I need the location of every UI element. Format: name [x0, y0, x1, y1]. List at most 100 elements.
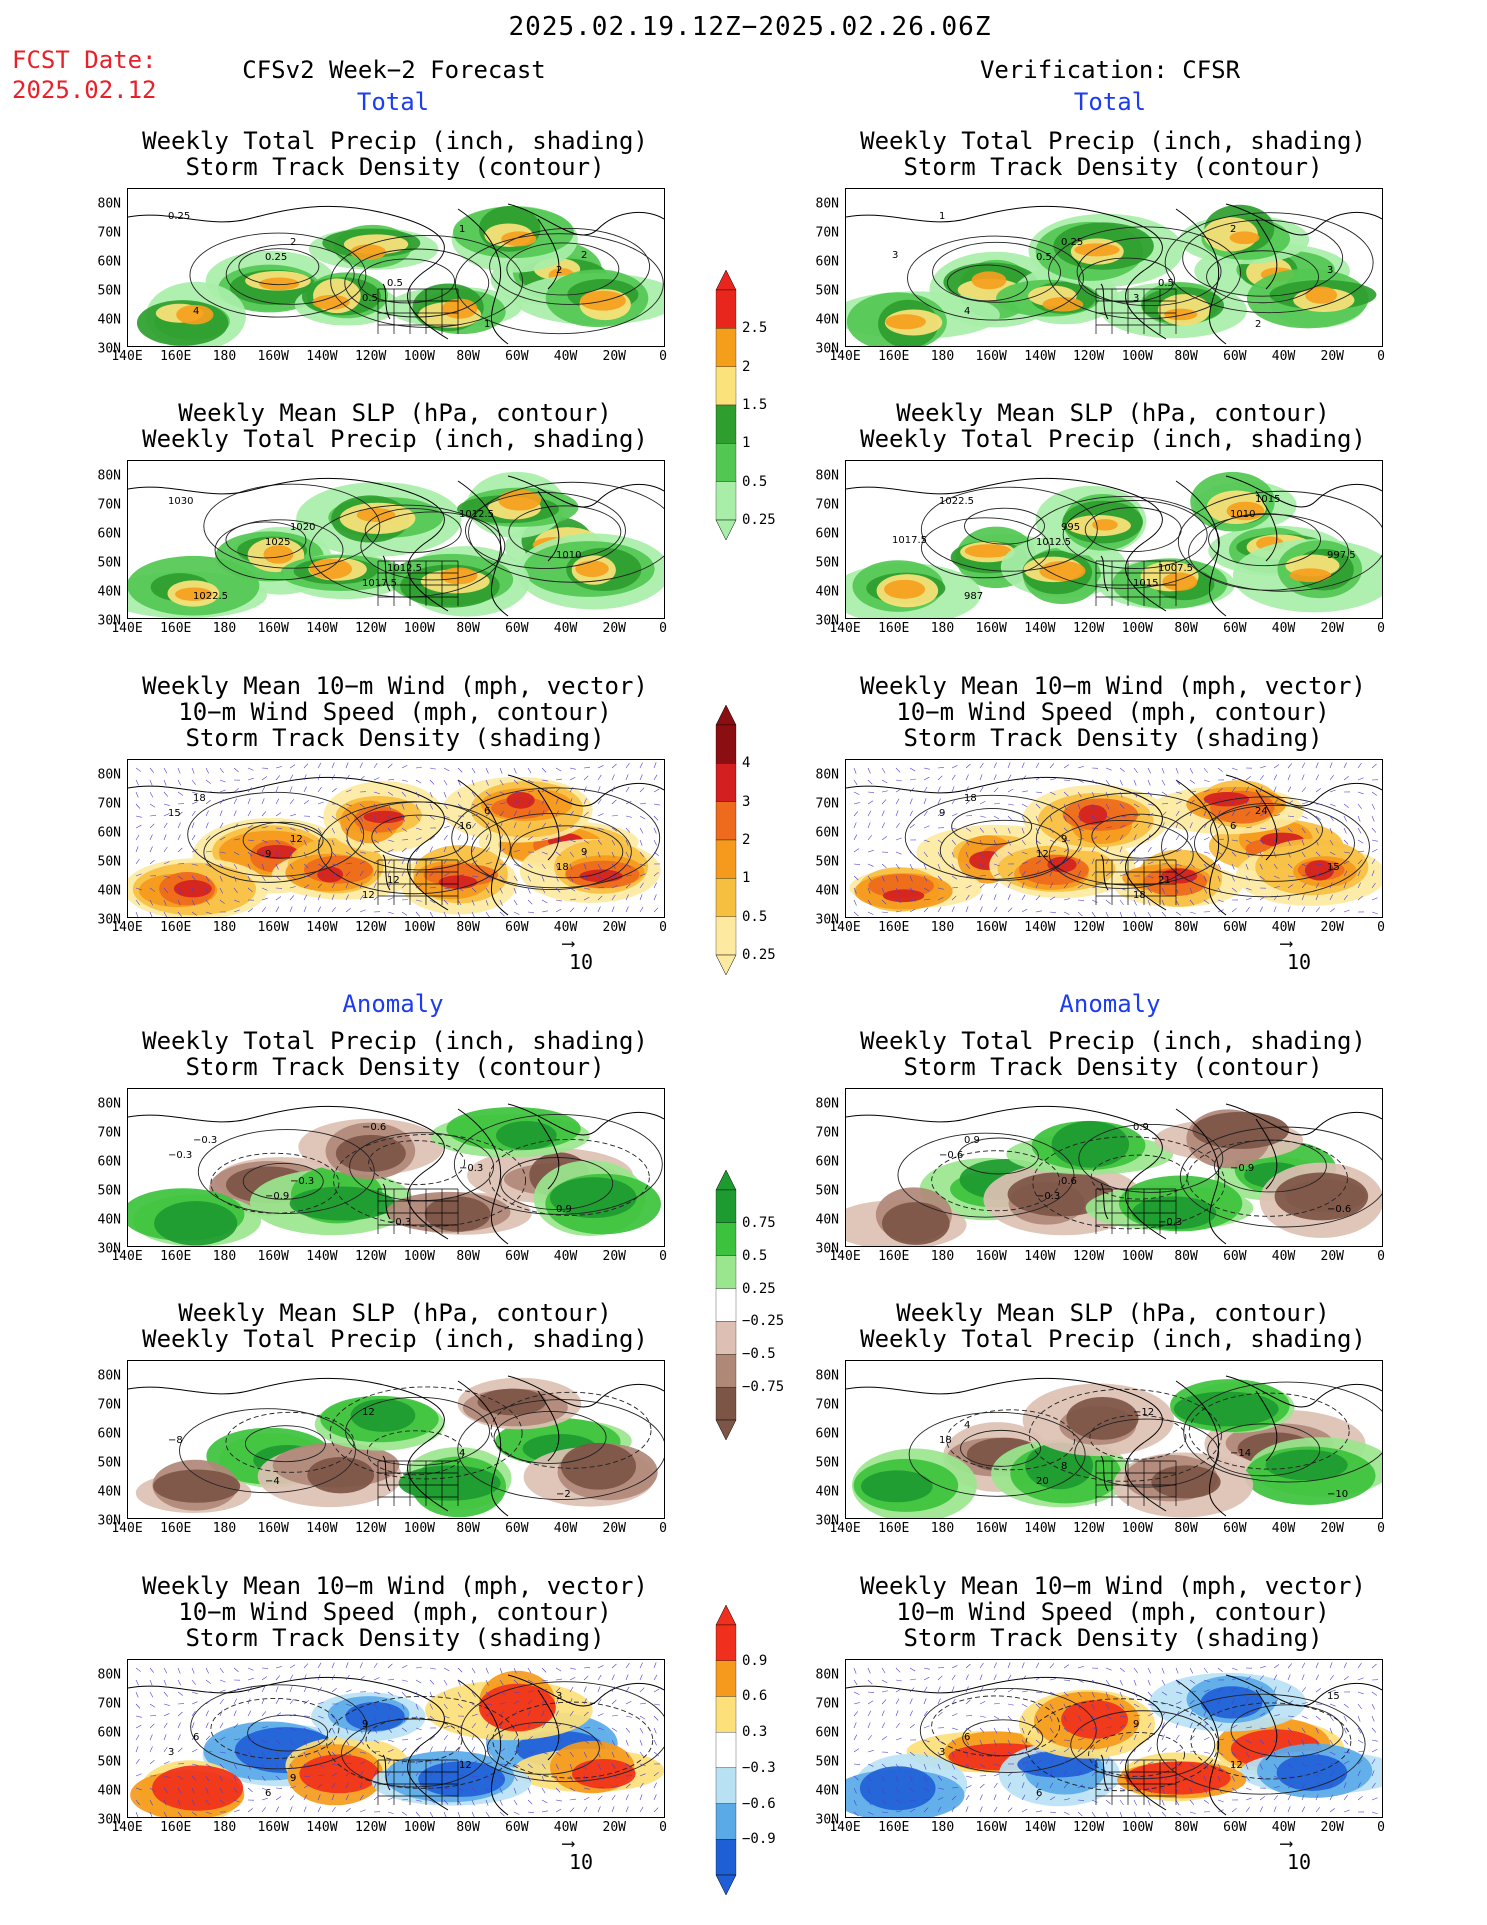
longitude-tick-label: 100W [403, 1521, 436, 1536]
wind-vector [163, 1746, 168, 1753]
wind-vector [1133, 814, 1140, 817]
wind-vector [401, 1665, 408, 1669]
wind-vector [923, 898, 930, 901]
wind-vector [1175, 1701, 1182, 1705]
contour-label: −4 [265, 1476, 280, 1487]
contour-label: −0.3 [168, 1150, 192, 1161]
wind-vector [1301, 1783, 1307, 1789]
wind-vector [951, 851, 955, 858]
wind-vector [1217, 1738, 1224, 1741]
longitude-tick-label: 120W [354, 349, 387, 364]
contour-label: 12 [362, 890, 375, 901]
wind-vector [993, 851, 998, 857]
latitude-tick-label: 30N [97, 341, 121, 357]
wind-vector [993, 1794, 997, 1801]
longitude-tick-label: 160E [878, 1521, 910, 1536]
wind-vector [1245, 1739, 1252, 1744]
contour-line [1048, 226, 1241, 320]
wind-vector [1301, 1715, 1308, 1719]
wind-vector [471, 1787, 477, 1793]
wind-vector [1259, 1698, 1264, 1705]
contour-label: 18 [964, 793, 977, 804]
wind-vector [191, 834, 196, 841]
wind-vector [1161, 834, 1165, 841]
wind-vector [261, 897, 268, 901]
wind-vector [1189, 1735, 1195, 1741]
wind-vector [1063, 803, 1067, 810]
latitude-tick-label: 50N [97, 1455, 121, 1471]
wind-vector [527, 1799, 533, 1805]
wind-vector [653, 882, 657, 889]
wind-vector [359, 1760, 366, 1765]
wind-vector [233, 1710, 237, 1717]
shading-region [256, 845, 299, 860]
wind-vector [177, 1734, 181, 1741]
wind-vector [895, 899, 902, 904]
contour-label: 6 [1230, 821, 1236, 832]
wind-vector [951, 887, 958, 889]
wind-vector [485, 1722, 490, 1729]
wind-vector [1049, 815, 1053, 822]
wind-vector [1245, 1775, 1250, 1782]
wind-vector [979, 839, 983, 846]
wind-vector [937, 786, 941, 793]
wind-vector [853, 834, 858, 841]
map-panel-4-left: −0.3 −0.9 −0.6 −0.3 0.9 −0.3 −0.3 −0.3 [127, 1088, 665, 1247]
wind-vector [881, 1679, 888, 1684]
latitude-tick-label: 50N [97, 555, 121, 571]
wind-vector [331, 851, 337, 857]
longitude-tick-label: 0 [1377, 621, 1385, 636]
wind-vector [275, 827, 283, 829]
longitude-tick-label: 0 [1377, 1249, 1385, 1264]
shading-region [263, 545, 294, 564]
wind-vector [1063, 911, 1070, 915]
wind-vector [1273, 814, 1280, 817]
wind-vector [289, 1739, 294, 1746]
wind-vector [555, 1710, 559, 1717]
contour-label: 6 [964, 1732, 970, 1743]
wind-vector [415, 1703, 419, 1710]
wind-vector [1189, 911, 1196, 914]
wind-vector [937, 906, 942, 913]
wind-vector [429, 1735, 435, 1741]
wind-vector [1147, 899, 1151, 906]
wind-vector [611, 1739, 616, 1746]
shading-region [173, 880, 212, 898]
wind-vector [1049, 839, 1056, 843]
wind-vector [135, 1787, 142, 1791]
wind-vector [457, 803, 463, 809]
wind-vector [555, 1775, 559, 1782]
wind-vector [1343, 1751, 1350, 1754]
wind-vector [289, 1714, 296, 1717]
contour-label: 12 [1036, 849, 1049, 860]
wind-vector [1287, 1763, 1293, 1769]
contour-line [920, 486, 1098, 572]
wind-vector [653, 894, 657, 901]
wind-vector [359, 1809, 366, 1813]
wind-vector [1133, 1746, 1137, 1753]
wind-vector [401, 1770, 405, 1777]
wind-vector [583, 1787, 590, 1790]
wind-vector [583, 851, 588, 858]
wind-vector [909, 887, 915, 893]
wind-vector [1329, 1727, 1333, 1734]
wind-vector [583, 786, 587, 793]
wind-vector [639, 774, 643, 781]
wind-vector [163, 767, 168, 774]
wind-vector [233, 899, 240, 903]
wind-vector [993, 762, 997, 769]
contour-label: 3 [1133, 293, 1139, 304]
longitude-tick-label: 20W [602, 920, 627, 935]
contour-line [341, 1718, 486, 1788]
wind-vector [1357, 1727, 1362, 1734]
wind-vector [1035, 1782, 1039, 1789]
map-panel-2-left: 1030 1025 1017.5 1012.5 1010 1022.5 1020 1012.5 [127, 460, 665, 619]
wind-vector [1175, 911, 1182, 916]
wind-vector [1273, 1763, 1278, 1770]
wind-vector [513, 1667, 517, 1674]
wind-vector [1343, 860, 1350, 865]
wind-vector [597, 1763, 602, 1770]
wind-vector [429, 1703, 433, 1710]
wind-vector [275, 1666, 282, 1669]
wind-vector [205, 1710, 209, 1717]
